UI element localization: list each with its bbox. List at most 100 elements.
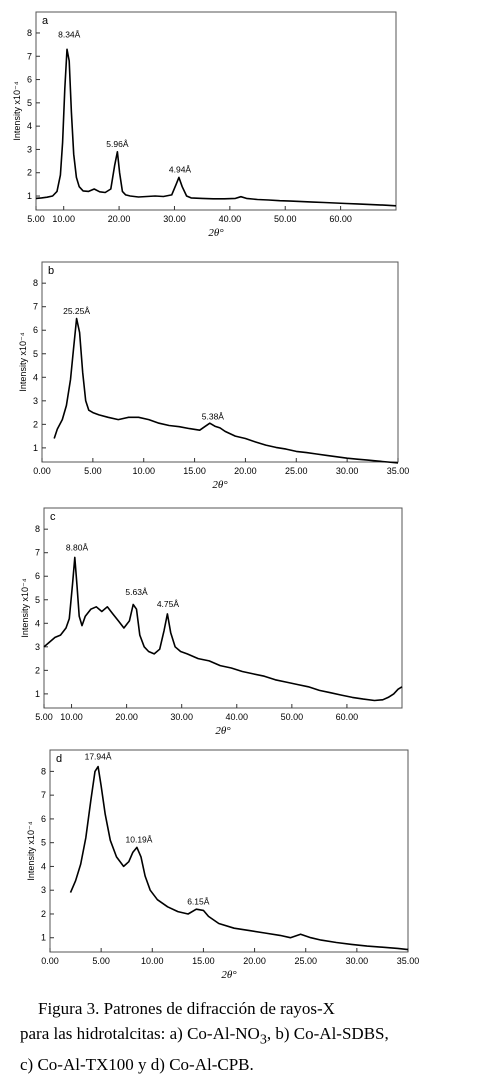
y-tick-label: 3 bbox=[33, 396, 38, 406]
peak-label: 5.38Å bbox=[202, 412, 225, 422]
y-axis-label: Intensity x10⁻⁴ bbox=[12, 81, 22, 140]
x-tick-label: 10.00 bbox=[52, 214, 75, 224]
y-tick-label: 6 bbox=[41, 814, 46, 824]
y-tick-label: 1 bbox=[27, 191, 32, 201]
x-tick-label: 20.00 bbox=[243, 956, 266, 966]
x-axis-label: 2θ° bbox=[215, 725, 231, 737]
panel-label: b bbox=[48, 265, 54, 277]
y-tick-label: 6 bbox=[33, 325, 38, 335]
peak-label: 8.80Å bbox=[66, 542, 89, 552]
y-axis-label: Intensity x10⁻⁴ bbox=[20, 578, 30, 637]
y-tick-label: 6 bbox=[35, 571, 40, 581]
y-tick-label: 2 bbox=[41, 909, 46, 919]
plot-frame bbox=[41, 261, 399, 463]
y-tick-label: 7 bbox=[33, 302, 38, 312]
x-tick-label: 35.00 bbox=[387, 466, 410, 476]
x-tick-label: 25.00 bbox=[285, 466, 308, 476]
y-tick-label: 5 bbox=[27, 98, 32, 108]
x-tick-label: 15.00 bbox=[192, 956, 215, 966]
x-tick-label: 20.00 bbox=[115, 712, 138, 722]
y-tick-label: 8 bbox=[33, 278, 38, 288]
caption-line-3: c) Co-Al-TX100 y d) Co-Al-CPB. bbox=[20, 1055, 254, 1075]
figure-caption: Figura 3. Patrones de difracción de rayo… bbox=[0, 996, 485, 1077]
series-line bbox=[53, 317, 399, 464]
x-tick-label: 60.00 bbox=[336, 712, 359, 722]
chart-panel-a: a 1 2 3 4 5 6 7 8 5.00 10.00 20.00 30.00 40.00 50.00 60… bbox=[12, 11, 397, 239]
x-tick-label: 35.00 bbox=[397, 956, 420, 966]
y-tick-label: 7 bbox=[41, 790, 46, 800]
peak-label: 5.96Å bbox=[106, 139, 129, 149]
series-line bbox=[35, 48, 397, 207]
x-tick-label: 40.00 bbox=[219, 214, 242, 224]
x-tick-label: 30.00 bbox=[170, 712, 193, 722]
x-tick-label: 15.00 bbox=[183, 466, 206, 476]
chart-panel-d: d 1 2 3 4 5 6 7 8 0.00 5.00 10.00 15.00 20.00 25.00 30.… bbox=[26, 749, 420, 981]
y-axis-label: Intensity x10⁻⁴ bbox=[18, 332, 28, 391]
y-tick-label: 1 bbox=[35, 689, 40, 699]
x-tick-label: 25.00 bbox=[294, 956, 317, 966]
y-tick-label: 4 bbox=[27, 121, 32, 131]
x-tick-label: 30.00 bbox=[346, 956, 369, 966]
y-axis-label: Intensity x10⁻⁴ bbox=[26, 821, 36, 880]
peak-label: 6.15Å bbox=[187, 896, 210, 906]
x-tick-label: 60.00 bbox=[329, 214, 352, 224]
x-tick-label: 10.00 bbox=[60, 712, 83, 722]
y-tick-label: 5 bbox=[35, 595, 40, 605]
y-tick-label: 3 bbox=[27, 144, 32, 154]
y-tick-label: 5 bbox=[33, 349, 38, 359]
x-tick-label: 10.00 bbox=[132, 466, 155, 476]
peak-label: 4.94Å bbox=[169, 165, 192, 175]
x-tick-label: 0.00 bbox=[41, 956, 59, 966]
y-tick-label: 3 bbox=[35, 642, 40, 652]
x-tick-label: 5.00 bbox=[27, 214, 45, 224]
plot-frame bbox=[49, 749, 409, 953]
x-tick-label: 5.00 bbox=[84, 466, 102, 476]
caption-line-2: para las hidrotalcitas: a) Co-Al-NO3, b)… bbox=[0, 1021, 485, 1052]
y-tick-label: 1 bbox=[33, 443, 38, 453]
x-tick-label: 50.00 bbox=[274, 214, 297, 224]
x-tick-label: 5.00 bbox=[92, 956, 110, 966]
y-tick-label: 7 bbox=[27, 51, 32, 61]
panel-label: d bbox=[56, 753, 62, 765]
caption-line-2-text: para las hidrotalcitas: a) Co-Al-NO bbox=[20, 1024, 260, 1043]
x-tick-label: 20.00 bbox=[234, 466, 257, 476]
plot-frame bbox=[43, 507, 403, 709]
x-axis-label: 2θ° bbox=[221, 969, 237, 981]
x-tick-label: 0.00 bbox=[33, 466, 51, 476]
x-tick-label: 20.00 bbox=[108, 214, 131, 224]
panel-label: a bbox=[42, 15, 49, 27]
chart-panel-b: b 1 2 3 4 5 6 7 8 0.00 5.00 10.00 15.00 20.00 25.00 30.… bbox=[18, 261, 410, 491]
y-tick-label: 5 bbox=[41, 838, 46, 848]
series-line bbox=[69, 765, 409, 951]
x-tick-label: 50.00 bbox=[281, 712, 304, 722]
caption-line-1: Figura 3. Patrones de difracción de rayo… bbox=[38, 999, 335, 1018]
y-tick-label: 7 bbox=[35, 548, 40, 558]
y-tick-label: 1 bbox=[41, 933, 46, 943]
x-tick-label: 30.00 bbox=[163, 214, 186, 224]
peak-label: 10.19Å bbox=[126, 835, 153, 845]
y-tick-label: 4 bbox=[33, 372, 38, 382]
y-tick-label: 3 bbox=[41, 885, 46, 895]
y-tick-label: 4 bbox=[41, 861, 46, 871]
x-tick-label: 30.00 bbox=[336, 466, 359, 476]
x-tick-label: 10.00 bbox=[141, 956, 164, 966]
y-tick-label: 8 bbox=[35, 524, 40, 534]
caption-subscript: 3 bbox=[259, 1031, 267, 1048]
x-tick-label: 5.00 bbox=[35, 712, 53, 722]
x-tick-label: 40.00 bbox=[226, 712, 249, 722]
x-axis-label: 2θ° bbox=[208, 227, 224, 239]
panel-label: c bbox=[50, 511, 56, 523]
plot-frame bbox=[35, 11, 397, 211]
y-tick-label: 2 bbox=[35, 665, 40, 675]
y-tick-label: 4 bbox=[35, 618, 40, 628]
y-tick-label: 2 bbox=[27, 168, 32, 178]
peak-label: 17.94Å bbox=[85, 752, 112, 762]
y-tick-label: 6 bbox=[27, 75, 32, 85]
x-axis-label: 2θ° bbox=[212, 479, 228, 491]
y-tick-label: 8 bbox=[27, 28, 32, 38]
y-tick-label: 2 bbox=[33, 419, 38, 429]
chart-panel-c: c 1 2 3 4 5 6 7 8 5.00 10.00 20.00 30.00 40.00 50.00 60… bbox=[20, 507, 403, 737]
peak-label: 4.75Å bbox=[157, 599, 180, 609]
peak-label: 8.34Å bbox=[58, 30, 81, 40]
